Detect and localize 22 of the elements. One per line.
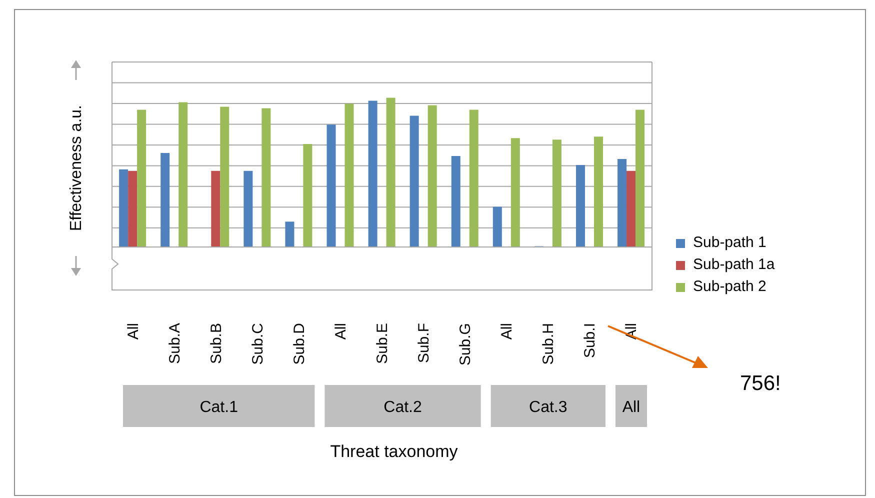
x-tick-label: Sub.H bbox=[540, 323, 558, 365]
x-tick-label: Sub.I bbox=[582, 323, 599, 358]
x-tick-label: Sub.A bbox=[166, 323, 184, 364]
x-tick-label: All bbox=[332, 323, 350, 340]
x-tick-label: All bbox=[124, 323, 142, 340]
x-tick-label: Sub.D bbox=[290, 322, 308, 365]
legend-label: Sub-path 2 bbox=[693, 277, 766, 297]
x-tick-label: Sub.F bbox=[416, 323, 433, 364]
legend-label: Sub-path 1a bbox=[693, 255, 775, 275]
x-axis-title: Threat taxonomy bbox=[330, 442, 458, 461]
y-axis-title: Effectiveness a.u. bbox=[68, 105, 85, 231]
text: Cat.2 bbox=[384, 399, 422, 416]
text: Cat.3 bbox=[529, 399, 568, 416]
legend-label: Sub-path 1 bbox=[693, 233, 766, 253]
text: 756! bbox=[740, 372, 781, 395]
x-tick-label: Sub.B bbox=[208, 323, 225, 364]
x-tick-label: All bbox=[498, 323, 516, 340]
text: All bbox=[622, 399, 640, 416]
x-tick-label: Sub.C bbox=[249, 322, 266, 365]
x-tick-label: Sub.E bbox=[374, 323, 391, 364]
text: Cat.1 bbox=[200, 399, 238, 416]
x-tick-label: Sub.G bbox=[457, 323, 474, 366]
